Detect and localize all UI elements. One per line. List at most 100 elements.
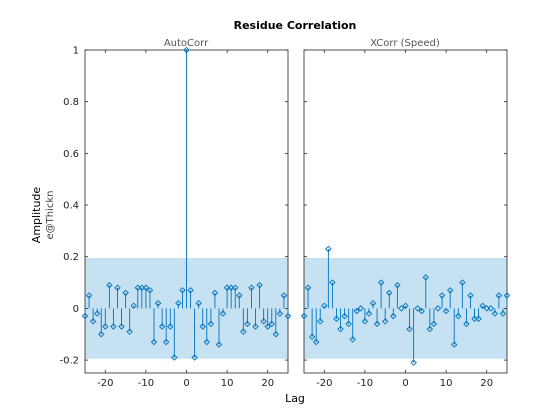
autocorr-title: AutoCorr <box>164 38 209 49</box>
stem-marker <box>434 305 442 312</box>
stem-marker <box>195 299 202 307</box>
stem-marker <box>373 320 381 328</box>
stem-marker <box>183 46 190 54</box>
stem-marker <box>154 299 162 307</box>
xcorr-plot-area: -20 -10 0 10 20 <box>300 49 511 389</box>
stem-marker <box>479 302 486 310</box>
stem-marker <box>114 284 121 291</box>
stem-marker <box>85 292 93 299</box>
x-tick-label: -10 <box>138 378 154 389</box>
stem-marker <box>248 284 255 291</box>
stem-marker <box>122 289 129 297</box>
stem-marker <box>167 323 174 330</box>
stem-marker <box>349 336 356 343</box>
stem-marker <box>106 281 113 289</box>
stem-marker <box>353 307 361 315</box>
y-tick-label: 0.6 <box>63 149 79 160</box>
stem-marker <box>280 292 288 299</box>
stem-marker <box>252 323 259 330</box>
stem-marker <box>284 312 292 320</box>
figure-title: Residue Correlation <box>234 19 357 32</box>
stem-marker <box>386 289 393 297</box>
y-tick-label: 0.2 <box>63 252 79 263</box>
x-tick-label: 0 <box>183 378 189 389</box>
stem-marker <box>175 299 182 307</box>
stem-marker <box>126 328 133 335</box>
stem-marker <box>455 312 462 320</box>
stem-marker <box>236 292 243 299</box>
stem-marker <box>102 323 109 330</box>
y-tick-label: 0.8 <box>63 97 79 108</box>
y-axis-label: Amplitude <box>30 187 43 244</box>
stem-marker <box>171 354 178 361</box>
stem-marker <box>369 299 377 307</box>
x-tick-label: 10 <box>440 378 453 389</box>
stem-marker <box>487 305 494 312</box>
stem-marker <box>179 287 186 294</box>
stem-marker <box>442 307 450 315</box>
stem-marker <box>357 305 365 312</box>
stem-marker <box>475 315 482 322</box>
stem-marker <box>207 320 215 328</box>
y-tick-label: 1 <box>73 46 79 57</box>
stem-marker <box>410 359 417 366</box>
stem-marker <box>146 287 154 294</box>
stem-marker <box>402 302 409 310</box>
stem-marker <box>142 284 150 291</box>
stem-marker <box>495 292 503 299</box>
stem-marker <box>260 318 267 325</box>
stem-marker <box>110 323 117 330</box>
x-axis-label: Lag <box>285 392 305 405</box>
stem-marker <box>276 310 284 317</box>
stem-marker <box>345 320 352 328</box>
stem-marker <box>467 292 474 299</box>
stem-marker <box>438 292 446 299</box>
stem-marker <box>187 287 194 294</box>
stem-marker <box>418 307 425 315</box>
stem-marker <box>321 302 328 310</box>
stem-marker <box>89 318 97 325</box>
stem-marker <box>219 310 227 317</box>
y-tick-label: 0.4 <box>63 201 79 212</box>
stem-marker <box>414 305 421 312</box>
xcorr-panel: XCorr (Speed) -20 -10 0 10 20 <box>300 38 511 389</box>
x-tick-label: 20 <box>261 378 274 389</box>
autocorr-plot-area: -20 -10 0 10 20 -0.2 0 0.2 0.4 0.6 0.8 1 <box>59 46 292 389</box>
stem-marker <box>240 328 247 335</box>
stem-marker <box>341 312 348 320</box>
stem-marker <box>98 331 105 338</box>
stem-marker <box>130 302 137 310</box>
stem-marker <box>406 325 413 333</box>
stem-marker <box>268 320 275 328</box>
stem-marker <box>426 325 434 333</box>
stem-marker <box>118 323 125 330</box>
stem-marker <box>93 310 101 317</box>
x-tick-label: 20 <box>480 378 493 389</box>
stem-marker <box>333 315 340 322</box>
stem-marker <box>459 279 466 286</box>
stem-marker <box>450 341 458 348</box>
stem-marker <box>430 320 438 328</box>
x-tick-label: -10 <box>357 378 373 389</box>
stem-marker <box>365 310 373 317</box>
stem-marker <box>317 318 324 325</box>
autocorr-panel: AutoCorr -20 -10 0 10 20 -0.2 0 0.2 0.4 0.6 0.8 1 <box>59 38 292 389</box>
stem-marker <box>503 292 511 299</box>
stem-marker <box>381 318 389 325</box>
x-tick-label: 0 <box>402 378 408 389</box>
stem-marker <box>264 323 271 330</box>
stem-marker <box>463 320 470 328</box>
y-tick-label: -0.2 <box>59 356 79 367</box>
stem-marker <box>272 331 280 338</box>
stem-marker <box>390 312 397 320</box>
stem-marker <box>158 323 166 330</box>
stem-marker <box>300 312 308 320</box>
stem-marker <box>398 305 405 312</box>
x-tick-label: -20 <box>316 378 332 389</box>
stem-marker <box>491 310 499 317</box>
stem-marker <box>81 312 89 320</box>
stem-marker <box>325 245 332 253</box>
stem-marker <box>446 287 454 294</box>
stem-marker <box>244 320 251 328</box>
